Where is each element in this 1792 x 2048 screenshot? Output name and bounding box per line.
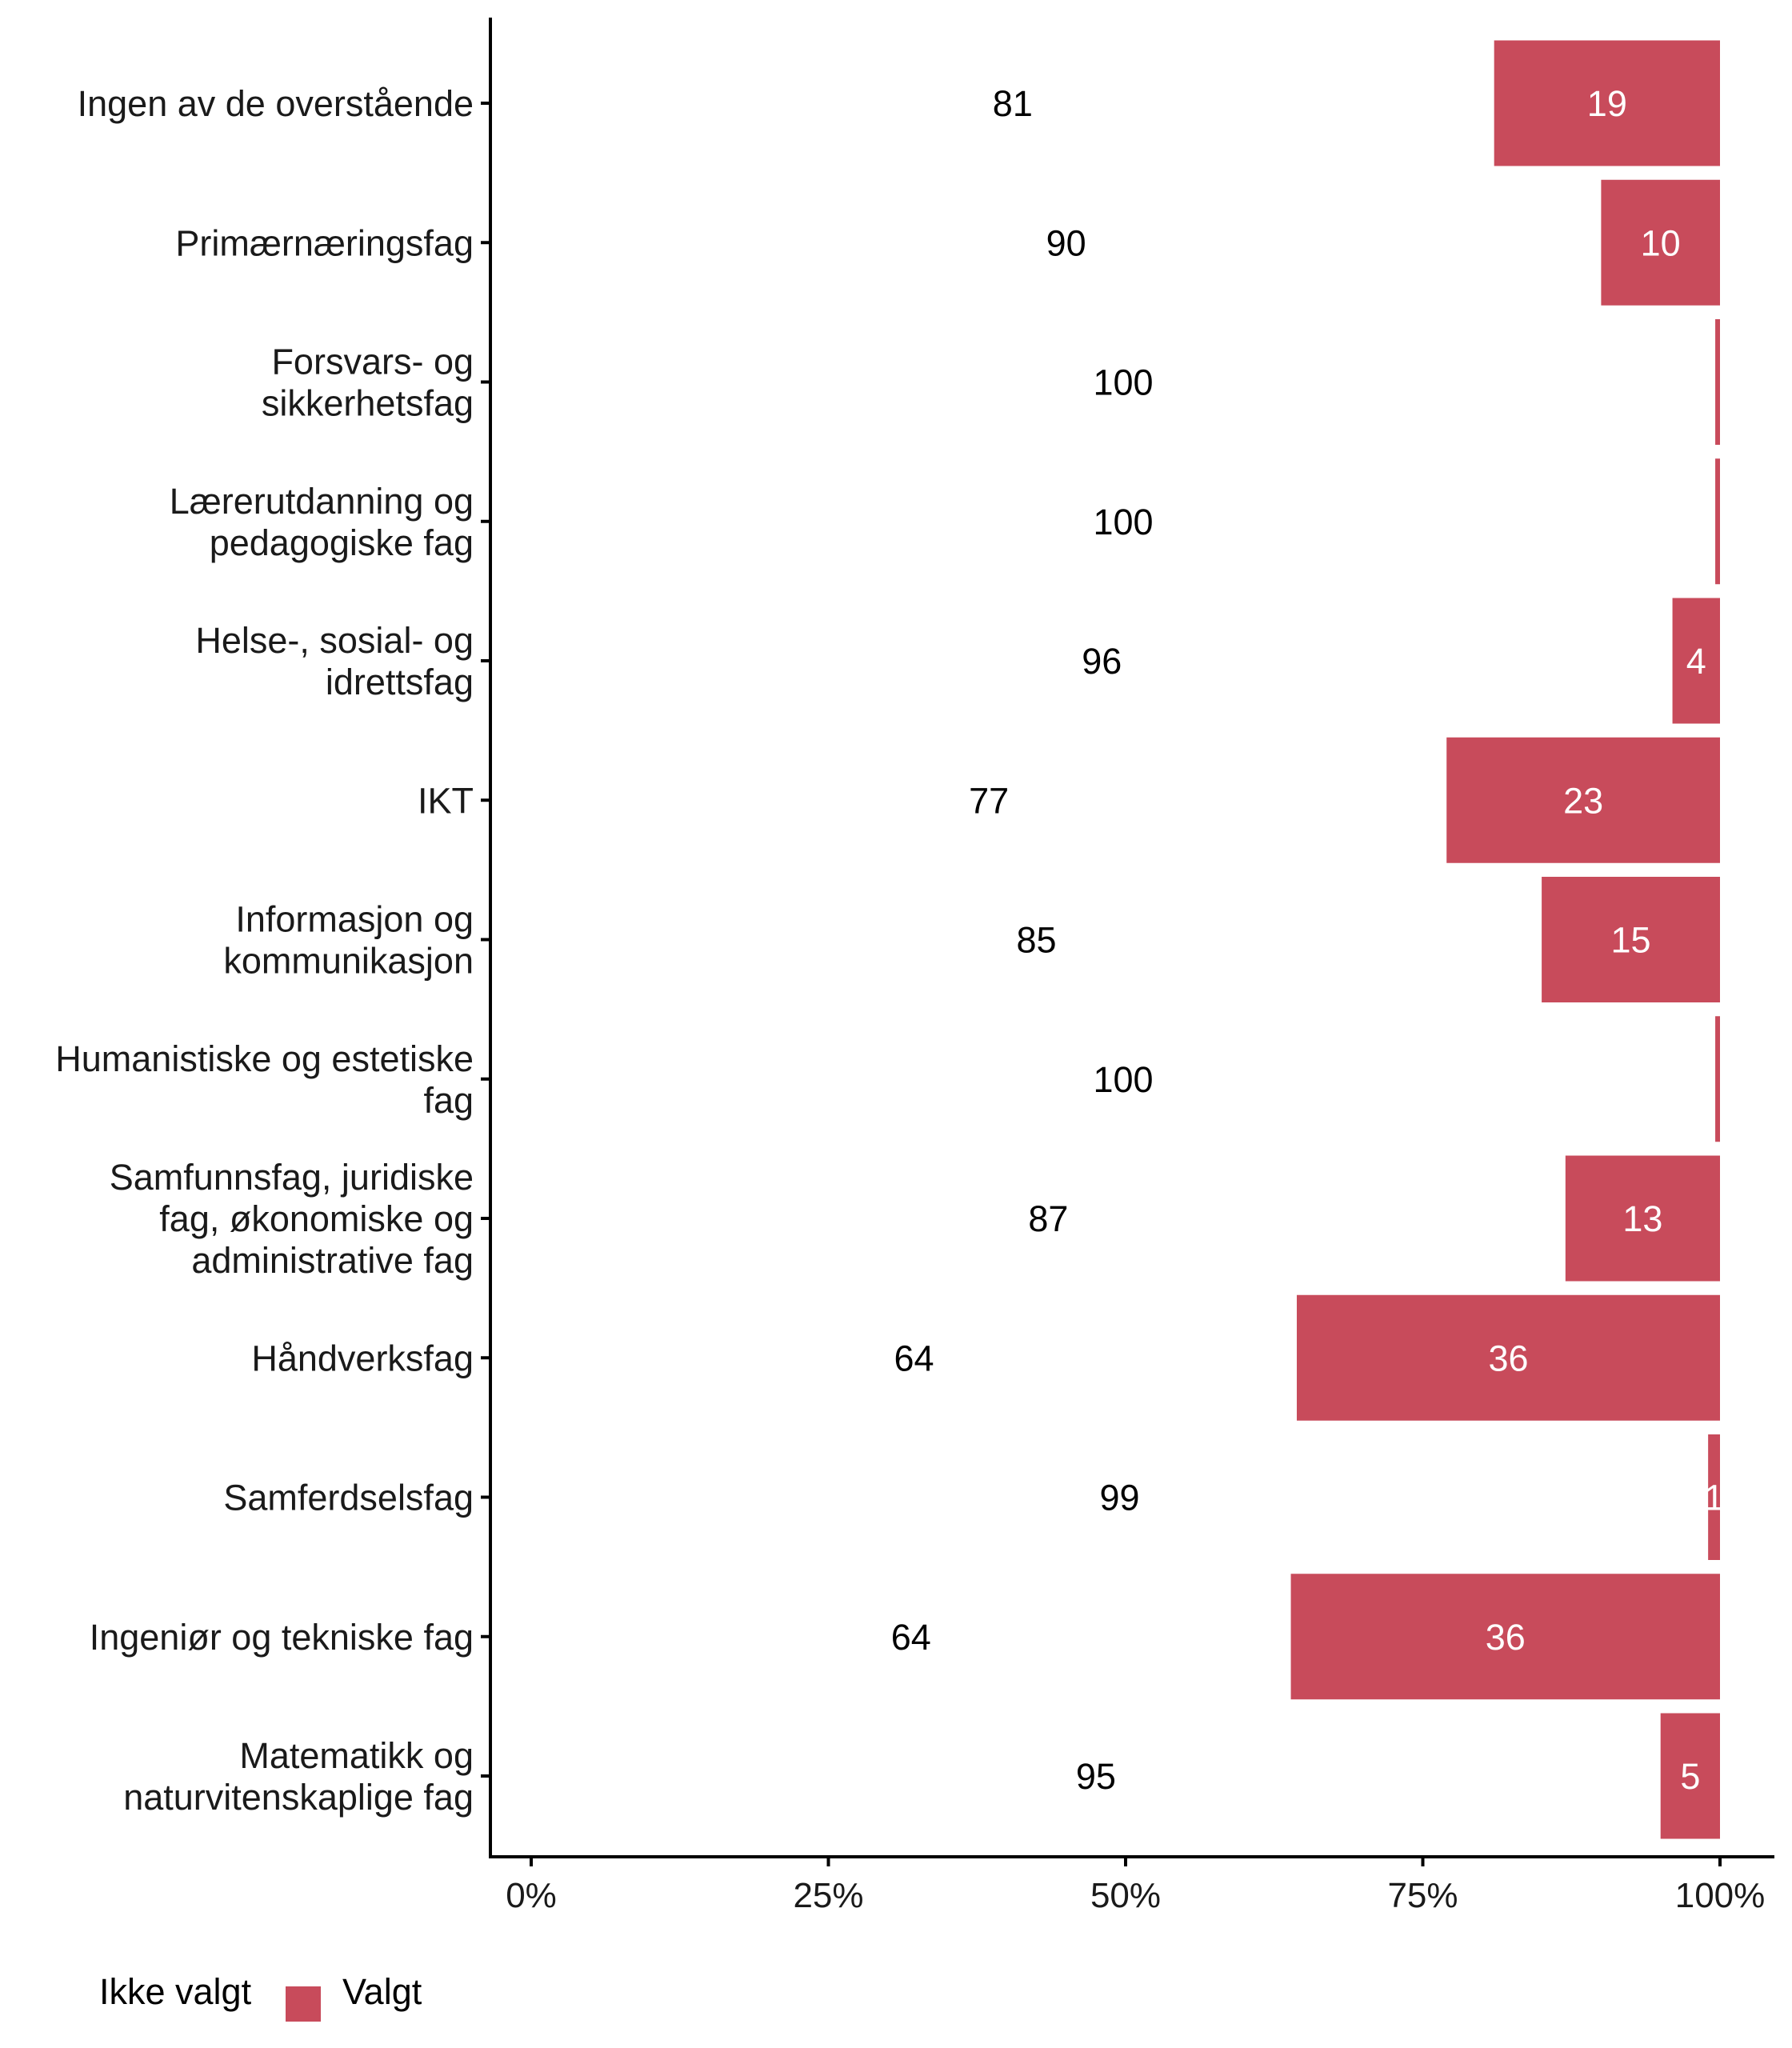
bars-layer [531, 40, 1720, 1839]
value-label-valgt: 1 [1704, 1478, 1724, 1518]
bar-valgt [1446, 737, 1720, 863]
value-label-valgt: 10 [1641, 222, 1681, 263]
y-tick-label: Informasjon og kommunikasjon [223, 899, 474, 982]
value-label-valgt: 23 [1563, 780, 1603, 821]
bar-ikke-valgt [531, 40, 1494, 166]
value-label-valgt: 4 [1686, 641, 1706, 682]
y-tick-label: Primærnæringsfag [175, 222, 474, 263]
y-tick-label: Helse-, sosial- og idrettsfag [195, 620, 474, 702]
x-axis-ticks: 0% 25% 50% 75% 100% [506, 1857, 1765, 1915]
y-axis-ticks: Ingen av de overstående Primærnæringsfag F… [55, 83, 490, 1818]
bar-valgt [1296, 1294, 1720, 1421]
bar-ikke-valgt [531, 598, 1673, 724]
y-tick-label: Matematikk og naturvitenskaplige fag [123, 1735, 474, 1818]
y-tick-label: Lærerutdanning og pedagogiske fag [170, 481, 474, 563]
bar-valgt [1565, 1155, 1720, 1282]
value-label-valgt: 5 [1680, 1756, 1700, 1797]
bar-ikke-valgt [531, 1713, 1661, 1839]
bar-ikke-valgt [531, 458, 1716, 585]
bar-ikke-valgt [531, 877, 1542, 1002]
value-label-ikke-valgt: 99 [1100, 1478, 1140, 1518]
bar-ikke-valgt [531, 737, 1447, 863]
value-label-ikke-valgt: 100 [1093, 502, 1153, 542]
value-labels-layer: 81 19 90 10 100 100 96 4 77 23 85 15 100 87 13 64 36 99 1 6… [891, 83, 1724, 1797]
y-tick-label: IKT [418, 780, 474, 821]
value-label-valgt: 13 [1622, 1198, 1662, 1239]
y-tick-label: Håndverksfag [251, 1338, 474, 1378]
bar-valgt [1715, 458, 1720, 585]
bar-valgt [1494, 40, 1720, 166]
value-label-ikke-valgt: 95 [1076, 1756, 1116, 1797]
y-tick-label: Ingen av de overstående [78, 83, 474, 124]
bar-ikke-valgt [531, 1294, 1297, 1421]
value-label-ikke-valgt: 64 [891, 1617, 931, 1658]
bar-valgt [1715, 1016, 1720, 1142]
value-label-valgt: 36 [1486, 1617, 1526, 1658]
bar-ikke-valgt [531, 179, 1602, 306]
value-label-ikke-valgt: 100 [1093, 1059, 1153, 1100]
y-tick-label: Forsvars- og sikkerhetsfag [262, 342, 474, 424]
x-tick-label: 25% [793, 1876, 863, 1915]
x-tick-label: 50% [1090, 1876, 1161, 1915]
value-label-ikke-valgt: 87 [1028, 1198, 1068, 1239]
value-label-ikke-valgt: 85 [1017, 920, 1057, 961]
value-label-valgt: 15 [1611, 920, 1651, 961]
legend-swatch-valgt [286, 1986, 321, 2022]
y-tick-label: Ingeniør og tekniske fag [90, 1617, 474, 1658]
bar-ikke-valgt [531, 1016, 1716, 1142]
y-tick-label: Humanistiske og estetiske fag [55, 1038, 474, 1121]
bar-ikke-valgt [531, 1434, 1709, 1560]
value-label-ikke-valgt: 96 [1082, 641, 1122, 682]
y-tick-label: Samferdselsfag [223, 1478, 474, 1518]
bar-valgt [1715, 319, 1720, 445]
bar-ikke-valgt [531, 1574, 1291, 1700]
value-label-valgt: 19 [1587, 83, 1627, 124]
y-tick-label: Samfunnsfag, juridiske fag, økonomiske og… [110, 1157, 474, 1281]
legend-label-valgt: Valgt [342, 1971, 422, 2012]
value-label-ikke-valgt: 81 [993, 83, 1033, 124]
value-label-ikke-valgt: 90 [1046, 222, 1086, 263]
bar-valgt [1542, 877, 1720, 1002]
value-label-ikke-valgt: 100 [1093, 362, 1153, 403]
value-label-ikke-valgt: 64 [894, 1338, 934, 1378]
x-tick-label: 0% [506, 1876, 557, 1915]
bar-ikke-valgt [531, 1155, 1566, 1282]
bar-valgt [1660, 1713, 1720, 1839]
value-label-ikke-valgt: 77 [969, 780, 1009, 821]
bar-valgt [1601, 179, 1720, 306]
legend-title: Ikke valgt [99, 1971, 252, 2012]
bar-valgt [1708, 1434, 1720, 1560]
legend: Ikke valgt Valgt [99, 1971, 422, 2022]
x-tick-label: 75% [1387, 1876, 1458, 1915]
bar-ikke-valgt [531, 319, 1716, 445]
bar-valgt [1672, 598, 1720, 724]
value-label-valgt: 36 [1488, 1338, 1528, 1378]
x-tick-label: 100% [1675, 1876, 1766, 1915]
bar-valgt [1290, 1574, 1720, 1700]
